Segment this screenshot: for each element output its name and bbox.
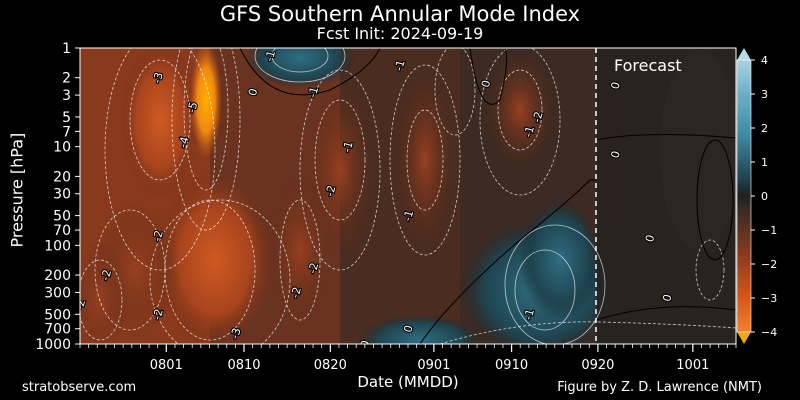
x-tick-label: 0901: [417, 358, 450, 373]
y-tick-label: 5: [62, 110, 71, 126]
y-tick-label: 1: [62, 41, 71, 57]
contour-label: -2: [530, 110, 545, 124]
x-tick-label: 0910: [495, 358, 528, 373]
colorbar-tick-label: 1: [761, 156, 768, 169]
y-tick-label: 300: [44, 285, 71, 301]
y-axis-label: Pressure [hPa]: [7, 132, 27, 248]
y-tick-label: 3: [62, 88, 71, 104]
positive-contours: [254, 48, 606, 344]
colorbar-tick-label: −1: [761, 224, 777, 237]
site-credit: stratobserve.com: [22, 380, 137, 395]
colorbar-tick-label: 0: [761, 190, 768, 203]
figure-credit: Figure by Z. D. Lawrence (NMT): [557, 380, 762, 395]
contour-label: -5: [185, 101, 200, 115]
x-axis-label: Date (MMDD): [357, 373, 459, 391]
contour-label: -1: [306, 85, 321, 99]
contour-label: -3: [150, 71, 165, 85]
x-tick-label: 0820: [314, 358, 347, 373]
x-tick-label: 0801: [150, 358, 183, 373]
forecast-label: Forecast: [614, 56, 682, 75]
chart-subtitle: Fcst Init: 2024-09-19: [316, 24, 484, 43]
colorbar-tick-label: −3: [761, 292, 777, 305]
y-tick-label: 1000: [35, 337, 71, 353]
contour-label: -2: [150, 229, 165, 243]
y-tick-label: 30: [53, 187, 71, 203]
contour-label: -1: [522, 307, 537, 321]
colorbar-tick-label: −2: [761, 258, 777, 271]
x-tick-label: 0920: [581, 358, 614, 373]
contour-label: -2: [306, 261, 321, 275]
contour-label: -2: [289, 286, 304, 300]
colorbar-bottom-extend: [737, 332, 751, 344]
contour-label: -2: [150, 307, 165, 321]
contour-label: -3: [228, 327, 243, 341]
colorbar-tick-label: −4: [761, 326, 777, 339]
colorbar-tick-label: 3: [761, 88, 768, 101]
contour-label: -1: [263, 49, 278, 63]
contour-label: 0: [358, 339, 372, 349]
chart-title: GFS Southern Annular Mode Index: [219, 2, 581, 26]
y-tick-label: 20: [53, 169, 71, 185]
y-tick-label: 200: [44, 268, 71, 284]
y-tick-label: 500: [44, 307, 71, 323]
x-tick-label: 1001: [676, 358, 709, 373]
plot-area: -3-5-4-2-2-2-2-3-10 -1-1-1-2-1-2-2000-2-1…: [73, 48, 736, 349]
y-tick-label: 10: [53, 140, 71, 156]
colorbar-body: [737, 60, 751, 332]
x-axis: 0801 0810 0820 0901 0910 0920 1001: [79, 344, 737, 373]
y-tick-label: 50: [53, 209, 71, 225]
x-tick-label: 0810: [227, 358, 260, 373]
zero-contours: [239, 48, 736, 344]
colorbar-tick-label: 4: [761, 54, 768, 67]
contour-label: -1: [340, 140, 355, 154]
contour-label: -4: [176, 135, 191, 149]
colorbar-tick-label: 2: [761, 122, 768, 135]
contour-label: -1: [392, 59, 407, 73]
y-tick-label: 100: [44, 238, 71, 254]
contour-label: -2: [99, 268, 114, 282]
contour-label: -1: [401, 209, 416, 223]
negative-contours: [80, 48, 736, 344]
contour-label: -2: [323, 184, 338, 198]
colorbar-ticks: 4 3 2 1 0 −1 −2 −3 −4: [751, 54, 777, 339]
y-tick-label: 70: [53, 223, 71, 239]
contour-label: -1: [522, 125, 537, 139]
colorbar-top-extend: [737, 48, 751, 60]
contour-label: -2: [73, 298, 88, 312]
y-tick-label: 700: [44, 322, 71, 338]
colorbar: 4 3 2 1 0 −1 −2 −3 −4: [736, 48, 777, 344]
y-tick-label: 2: [62, 71, 71, 87]
y-tick-label: 7: [62, 124, 71, 140]
contour-labels: -3-5-4-2-2-2-2-3-10 -1-1-1-2-1-2-2000-2-1…: [73, 48, 676, 349]
